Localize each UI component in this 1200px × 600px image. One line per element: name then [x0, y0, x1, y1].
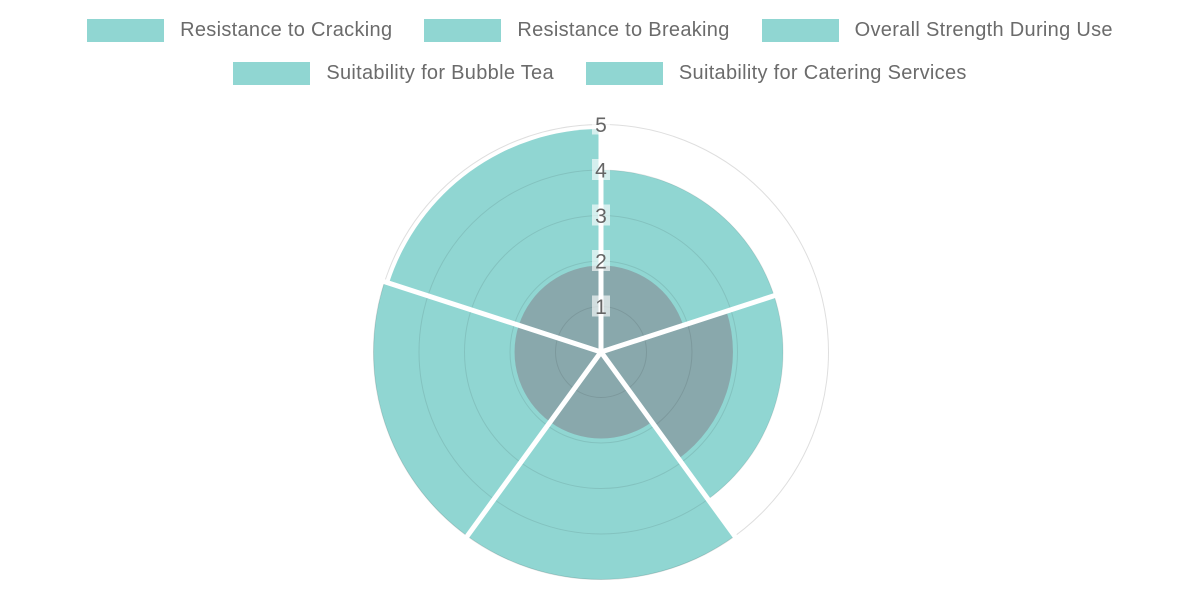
wedge-overlay-rating-overall-strength-during-use[interactable] — [550, 352, 652, 439]
tick-backdrop-2 — [592, 250, 610, 271]
legend-swatch — [87, 19, 165, 42]
divider-line — [600, 292, 777, 355]
divider-line — [381, 278, 602, 355]
legend-label: Resistance to Breaking — [517, 19, 730, 41]
tick-backdrop-3 — [592, 204, 610, 226]
legend-label: Overall Strength During Use — [854, 19, 1113, 41]
radial-axis-tick-4: 4 — [595, 160, 607, 183]
wedge-overlay-rating-resistance-to-breaking[interactable] — [601, 311, 733, 459]
legend-item-suitability-for-catering-services[interactable]: Suitability for Catering Services — [585, 62, 967, 85]
radial-axis-tick-5: 5 — [595, 114, 607, 137]
tick-backdrop-5 — [592, 113, 610, 135]
chart-legend: Resistance to Cracking Resistance to Brea… — [0, 19, 1200, 85]
legend-row: Resistance to Cracking Resistance to Brea… — [87, 19, 1113, 42]
tick-backdrop-4 — [592, 159, 610, 180]
radial-axis-tick-2: 2 — [595, 251, 607, 274]
legend-swatch — [761, 19, 839, 42]
series-overlay-rating — [514, 265, 733, 459]
divider-line — [598, 350, 738, 540]
legend-item-resistance-to-breaking[interactable]: Resistance to Breaking — [424, 19, 729, 42]
legend-label: Resistance to Cracking — [180, 19, 393, 41]
legend-swatch — [424, 19, 502, 42]
legend-item-suitability-for-bubble-tea[interactable]: Suitability for Bubble Tea — [233, 62, 554, 85]
legend-swatch — [233, 62, 311, 85]
radial-axis-tick-1: 1 — [595, 296, 607, 319]
legend-label: Suitability for Bubble Tea — [326, 62, 554, 84]
legend-item-resistance-to-cracking[interactable]: Resistance to Cracking — [87, 19, 392, 42]
tick-backdrop-1 — [592, 295, 610, 317]
legend-label: Suitability for Catering Services — [678, 62, 967, 84]
wedge-overlay-rating-suitability-for-bubble-tea[interactable] — [514, 325, 601, 422]
radial-axis-tick-3: 3 — [595, 205, 607, 228]
wedge-primary-rating-overall-strength-during-use[interactable] — [467, 352, 735, 580]
legend-item-overall-strength-during-use[interactable]: Overall Strength During Use — [761, 19, 1113, 42]
divider-line — [464, 350, 604, 540]
legend-row: Suitability for Bubble Tea Suitability fo… — [233, 62, 966, 85]
radial-axis-ticks: 1 2 3 4 5 — [592, 113, 610, 319]
legend-swatch — [585, 62, 663, 85]
